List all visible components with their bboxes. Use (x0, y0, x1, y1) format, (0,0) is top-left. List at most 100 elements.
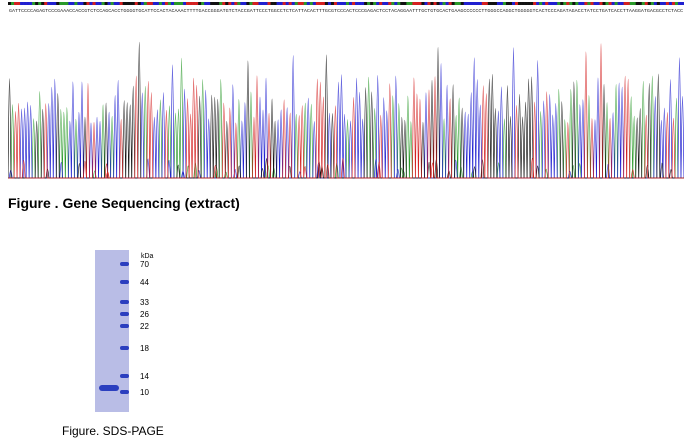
base-call-cell (602, 2, 606, 5)
base-call-cell (400, 2, 404, 5)
base-call-cell (370, 2, 374, 5)
base-call-cell (671, 2, 676, 5)
sds-page-gel-image: kDa 70 44 33 26 22 18 14 10 (95, 250, 185, 412)
base-call-cell (155, 2, 160, 5)
base-call-cell (219, 2, 223, 5)
base-call-cell (358, 2, 362, 5)
base-call-cell (418, 2, 422, 5)
base-call-cell (590, 2, 594, 5)
base-call-cell (186, 2, 190, 5)
base-call-cell (421, 2, 425, 5)
base-call-cell (56, 2, 60, 5)
base-call-cell (222, 2, 226, 5)
trace-a (8, 57, 684, 179)
base-call-cell (611, 2, 615, 5)
base-call-cell (228, 2, 232, 5)
base-call-cell (379, 2, 383, 5)
base-call-cell (95, 2, 99, 5)
base-call-cell (466, 2, 471, 5)
base-call-cell (240, 2, 244, 5)
base-call-cell (587, 2, 591, 5)
base-call-cell (161, 2, 166, 5)
base-call-cell (152, 2, 157, 5)
base-call-cell (505, 2, 510, 5)
base-sequence-text-group: GATTCCCCAGAGTCCCGAAACCACCGTCTCCAGCACCTGG… (9, 9, 683, 14)
base-call-cell (536, 2, 540, 5)
base-call-cell (560, 2, 564, 5)
base-call-cell (261, 2, 265, 5)
base-call-cell (255, 2, 259, 5)
base-call-cell (644, 2, 649, 5)
base-call-cell (638, 2, 643, 5)
base-call-cell (569, 2, 573, 5)
base-call-cell (321, 2, 326, 5)
base-call-cell (198, 2, 202, 5)
base-call-cell (641, 2, 646, 5)
base-call-cell (367, 2, 371, 5)
base-call-cell (521, 2, 525, 5)
base-call-cell (647, 2, 652, 5)
base-call-cell (626, 2, 630, 5)
base-call-cell (542, 2, 546, 5)
chromatogram-svg: GATTCCCCAGAGTCCCGAAACCACCGTCTCCAGCACCTGG… (8, 2, 684, 179)
base-call-cell (518, 2, 522, 5)
base-call-cell (442, 2, 446, 5)
ladder-band (120, 324, 129, 328)
base-call-cell (436, 2, 440, 5)
base-call-cell (463, 2, 468, 5)
base-call-cell (424, 2, 428, 5)
base-call-cell (539, 2, 543, 5)
base-call-cell (252, 2, 256, 5)
base-call-cell (294, 2, 299, 5)
base-call-cell (149, 2, 154, 5)
base-call-cell (635, 2, 640, 5)
base-call-cell (71, 2, 75, 5)
base-call-cell (575, 2, 579, 5)
base-call-cell (20, 2, 24, 5)
base-call-cell (237, 2, 241, 5)
base-call-cell (330, 2, 335, 5)
base-call-cell (336, 2, 341, 5)
base-call-cell (167, 2, 172, 5)
base-call-cell (44, 2, 48, 5)
base-call-cell (273, 2, 277, 5)
base-call-cell (243, 2, 247, 5)
base-call-cell (632, 2, 637, 5)
base-call-cell (300, 2, 305, 5)
ladder-band (120, 346, 129, 350)
base-call-cell (98, 2, 102, 5)
ladder-band (120, 262, 129, 266)
base-call-cell (469, 2, 474, 5)
marker-label: 22 (140, 322, 149, 331)
base-call-cell (397, 2, 401, 5)
base-call-cell (584, 2, 588, 5)
base-call-cell (204, 2, 208, 5)
marker-label: 18 (140, 344, 149, 353)
base-call-cell (680, 2, 684, 5)
gene-sequencing-chromatogram: GATTCCCCAGAGTCCCGAAACCACCGTCTCCAGCACCTGG… (8, 2, 684, 182)
base-call-cell (201, 2, 205, 5)
base-call-cell (620, 2, 624, 5)
base-call-cell (92, 2, 96, 5)
trace-t (8, 43, 684, 179)
base-call-cell (324, 2, 329, 5)
base-call-cell (493, 2, 498, 5)
base-call-cell (349, 2, 353, 5)
base-call-cell (104, 2, 108, 5)
base-call-cell (373, 2, 377, 5)
base-call-cell (599, 2, 603, 5)
base-call-cell (551, 2, 555, 5)
base-call-cell (557, 2, 561, 5)
base-call-cell (391, 2, 395, 5)
ladder-band (120, 300, 129, 304)
base-call-cell (327, 2, 332, 5)
base-sequence-text: GATTCCCCAGAGTCCCGAAACCACCGTCTCCAGCACCTGG… (9, 9, 683, 14)
marker-weight-labels: 70 44 33 26 22 18 14 10 (140, 260, 149, 397)
kda-unit-label: kDa (141, 253, 154, 260)
base-call-cell (608, 2, 612, 5)
base-call-cell (107, 2, 111, 5)
base-call-cell (677, 2, 682, 5)
sample-protein-band (99, 385, 119, 391)
base-call-cell (14, 2, 18, 5)
base-call-cell (430, 2, 434, 5)
